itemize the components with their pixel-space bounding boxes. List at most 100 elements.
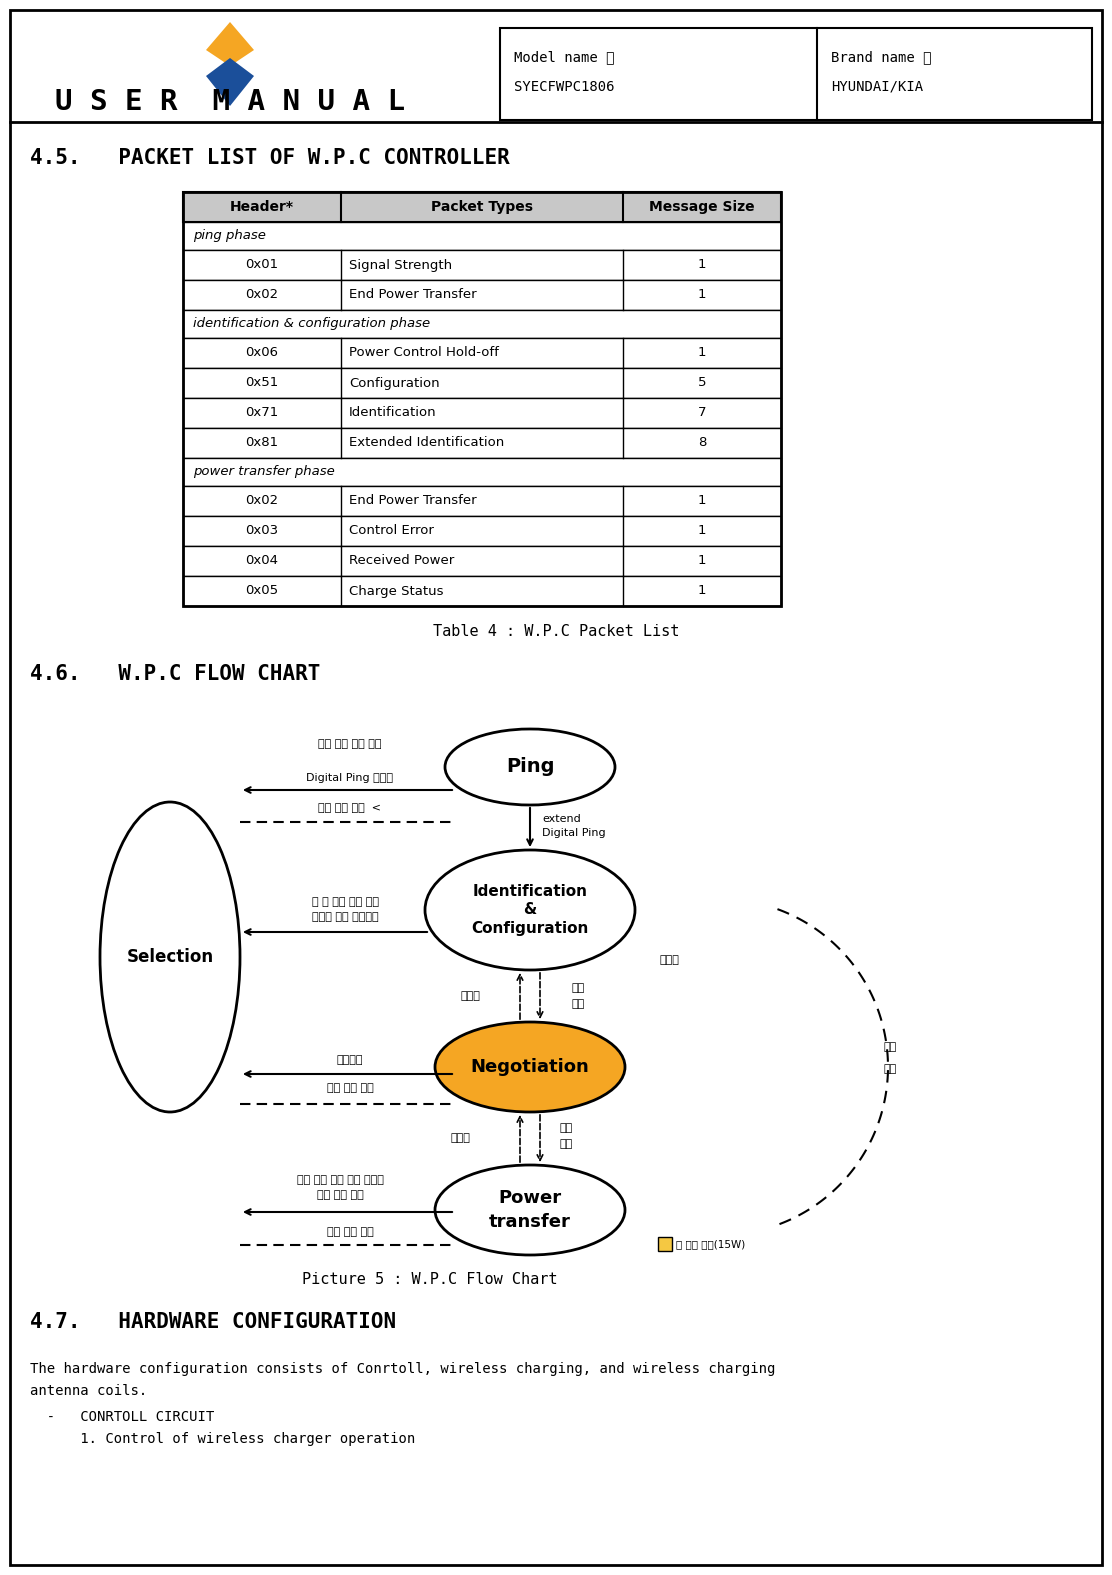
Text: antenna coils.: antenna coils.: [30, 1384, 147, 1399]
Text: Identification: Identification: [349, 406, 437, 419]
Text: 재설정: 재설정: [460, 991, 480, 1002]
Text: Power: Power: [498, 1189, 562, 1206]
Text: 파워 전송 시도 요청: 파워 전송 시도 요청: [318, 739, 381, 750]
Text: 1: 1: [697, 258, 706, 271]
Text: Model name ：: Model name ：: [514, 50, 615, 65]
Text: Message Size: Message Size: [649, 200, 755, 214]
Text: The hardware configuration consists of Conrtoll, wireless charging, and wireless: The hardware configuration consists of C…: [30, 1362, 775, 1377]
Text: 0x71: 0x71: [246, 406, 279, 419]
Text: 파워: 파워: [560, 1123, 574, 1134]
Text: 재설성: 재설성: [661, 954, 679, 965]
Bar: [183, 517, 781, 547]
Bar: [500, 28, 1092, 120]
Bar: [183, 339, 781, 369]
Text: Selection: Selection: [127, 948, 214, 965]
Text: Received Power: Received Power: [349, 554, 454, 567]
Text: 7: 7: [697, 406, 706, 419]
Text: Identification: Identification: [473, 885, 587, 899]
Text: 0x51: 0x51: [246, 376, 279, 389]
Text: Packet Types: Packet Types: [431, 200, 533, 214]
Text: Digital Ping: Digital Ping: [542, 828, 606, 838]
Text: 1. Control of wireless charger operation: 1. Control of wireless charger operation: [30, 1432, 415, 1446]
Text: Configuration: Configuration: [471, 920, 588, 936]
Ellipse shape: [445, 729, 615, 805]
Text: Header*: Header*: [230, 200, 294, 214]
Text: End Power Transfer: End Power Transfer: [349, 495, 477, 507]
Text: SYECFWPC1806: SYECFWPC1806: [514, 80, 615, 94]
Bar: [183, 547, 781, 576]
Text: 요구: 요구: [572, 999, 585, 1010]
Text: 전송: 전송: [560, 1139, 574, 1150]
Text: 1: 1: [697, 495, 706, 507]
Text: Digital Ping 무응답: Digital Ping 무응답: [307, 773, 394, 783]
Text: 파워: 파워: [883, 1043, 896, 1052]
Text: 재협상: 재협상: [450, 1134, 470, 1143]
Bar: [183, 192, 781, 222]
Bar: [183, 487, 781, 517]
Text: 에러에 대한 시간초과: 에러에 대한 시간초과: [311, 912, 378, 921]
Text: Negotiation: Negotiation: [470, 1058, 589, 1076]
Text: 8: 8: [698, 436, 706, 449]
Ellipse shape: [425, 850, 635, 970]
Text: transfer: transfer: [489, 1213, 570, 1232]
Text: 파워 전송 중단: 파워 전송 중단: [327, 1084, 374, 1093]
Text: 0x06: 0x06: [246, 346, 278, 359]
Text: Power Control Hold-off: Power Control Hold-off: [349, 346, 499, 359]
Bar: [658, 1236, 672, 1251]
Ellipse shape: [435, 1022, 625, 1112]
Bar: [183, 250, 781, 280]
Text: 4.5.   PACKET LIST OF W.P.C CONTROLLER: 4.5. PACKET LIST OF W.P.C CONTROLLER: [30, 148, 509, 169]
Bar: [183, 369, 781, 398]
Text: 0x02: 0x02: [246, 288, 279, 301]
Text: 0x05: 0x05: [246, 584, 279, 597]
Text: 0x03: 0x03: [246, 524, 279, 537]
Text: Ping: Ping: [506, 758, 554, 776]
Bar: [183, 576, 781, 606]
Text: 알수 없는 에러 시간 초과로: 알수 없는 에러 시간 초과로: [297, 1175, 384, 1184]
Bar: [183, 310, 781, 339]
Ellipse shape: [435, 1166, 625, 1255]
Text: 알 수 없는 패킷 전송: 알 수 없는 패킷 전송: [311, 898, 378, 907]
Text: HYUNDAI/KIA: HYUNDAI/KIA: [831, 80, 923, 94]
Text: ping phase: ping phase: [193, 230, 266, 243]
Text: 1: 1: [697, 346, 706, 359]
Text: 1: 1: [697, 554, 706, 567]
Text: 0x02: 0x02: [246, 495, 279, 507]
Text: Signal Strength: Signal Strength: [349, 258, 453, 271]
Text: 1: 1: [697, 524, 706, 537]
Text: 협상: 협상: [572, 983, 585, 992]
Text: Extended Identification: Extended Identification: [349, 436, 504, 449]
Text: 1: 1: [697, 584, 706, 597]
Text: Charge Status: Charge Status: [349, 584, 444, 597]
Text: U S E R  M A N U A L: U S E R M A N U A L: [54, 88, 405, 117]
Bar: [183, 192, 781, 606]
Text: 인한 전송 중단: 인한 전송 중단: [317, 1191, 364, 1200]
Text: 의 선규 표소(15W): 의 선규 표소(15W): [676, 1240, 745, 1249]
Ellipse shape: [100, 802, 240, 1112]
Text: Picture 5 : W.P.C Flow Chart: Picture 5 : W.P.C Flow Chart: [302, 1273, 558, 1287]
Text: -   CONRTOLL CIRCUIT: - CONRTOLL CIRCUIT: [30, 1410, 215, 1424]
Text: &: &: [524, 902, 537, 918]
Bar: [183, 280, 781, 310]
Text: Table 4 : W.P.C Packet List: Table 4 : W.P.C Packet List: [433, 624, 679, 639]
Text: identification & configuration phase: identification & configuration phase: [193, 318, 430, 331]
Text: 4.7.   HARDWARE CONFIGURATION: 4.7. HARDWARE CONFIGURATION: [30, 1312, 396, 1332]
Text: 5: 5: [697, 376, 706, 389]
Text: Brand name ：: Brand name ：: [831, 50, 931, 65]
Text: 파워 전달 완료: 파워 전달 완료: [327, 1227, 374, 1236]
Text: 전송: 전송: [883, 1065, 896, 1074]
Text: 0x81: 0x81: [246, 436, 279, 449]
Text: Control Error: Control Error: [349, 524, 434, 537]
Text: 0x01: 0x01: [246, 258, 279, 271]
Text: 4.6.   W.P.C FLOW CHART: 4.6. W.P.C FLOW CHART: [30, 665, 320, 684]
Bar: [183, 222, 781, 250]
Text: Configuration: Configuration: [349, 376, 439, 389]
Polygon shape: [206, 58, 254, 106]
Bar: [183, 458, 781, 487]
Text: 파워 전송 완료  <: 파워 전송 완료 <: [318, 803, 381, 813]
Text: End Power Transfer: End Power Transfer: [349, 288, 477, 301]
Text: 시간초과: 시간초과: [337, 1055, 364, 1065]
Text: extend: extend: [542, 814, 580, 824]
Text: power transfer phase: power transfer phase: [193, 466, 335, 479]
Text: 0x04: 0x04: [246, 554, 278, 567]
